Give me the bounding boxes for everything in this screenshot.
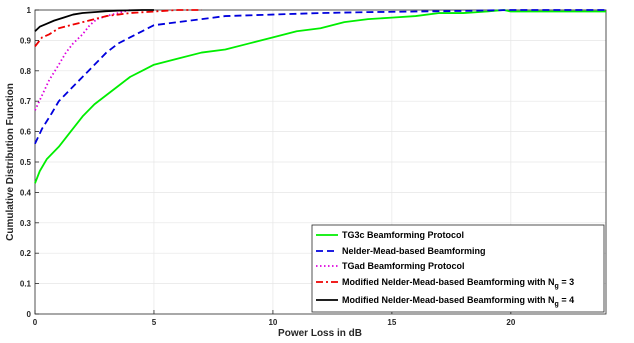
x-axis-ticks: 0 5 10 15 20 (33, 310, 516, 327)
y-axis-label: Cumulative Distribution Function (5, 83, 16, 241)
x-tick-label: 5 (152, 318, 157, 327)
legend-box (311, 224, 605, 313)
series-group (34, 9, 606, 184)
series-line-3 (34, 9, 131, 111)
x-tick-label: 15 (387, 318, 396, 327)
legend-label-4: Modified Nelder-Mead-based Beamforming w… (342, 277, 574, 290)
x-tick-label: 10 (268, 318, 277, 327)
legend-label-1: TG3c Beamforming Protocol (342, 230, 464, 240)
y-tick-label: 0 (27, 310, 32, 319)
x-tick-label: 0 (33, 318, 38, 327)
legend-label-2: Nelder-Mead-based Beamforming (342, 246, 486, 256)
y-tick-label: 0.7 (20, 97, 32, 106)
y-tick-label: 0.4 (20, 188, 32, 197)
legend: TG3c Beamforming Protocol Nelder-Mead-bas… (311, 224, 605, 313)
y-tick-label: 0.3 (20, 219, 32, 228)
x-tick-label: 20 (506, 318, 515, 327)
y-tick-label: 0.5 (20, 158, 32, 167)
y-tick-label: 0.1 (20, 280, 32, 289)
y-tick-label: 0.9 (20, 36, 32, 45)
series-line-1 (34, 9, 606, 184)
y-axis-ticks: 0 0.1 0.2 0.3 0.4 0.5 0.6 0.7 0.8 0.9 1 (20, 6, 39, 319)
y-tick-label: 0.8 (20, 67, 32, 76)
legend-label-5: Modified Nelder-Mead-based Beamforming w… (342, 295, 574, 308)
legend-label-3: TGad Beamforming Protocol (342, 261, 465, 271)
x-axis-label: Power Loss in dB (278, 328, 362, 339)
series-line-2 (34, 9, 606, 145)
series-line-4 (34, 9, 202, 48)
y-tick-label: 0.6 (20, 128, 32, 137)
series-line-5 (34, 9, 154, 32)
y-tick-label: 1 (27, 6, 32, 15)
y-tick-label: 0.2 (20, 249, 32, 258)
